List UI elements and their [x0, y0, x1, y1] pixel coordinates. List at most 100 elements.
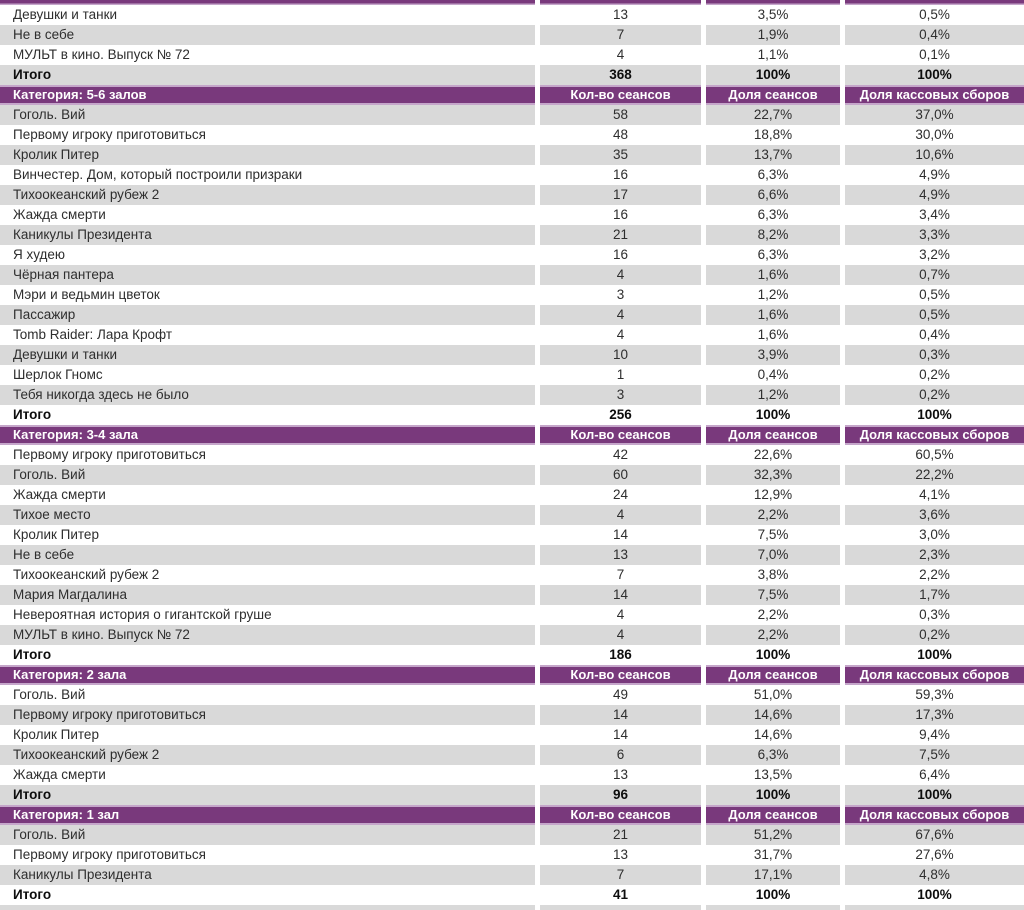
- sessions-share-cell: 13,5%: [701, 765, 840, 785]
- boxoffice-share-cell: 4,8%: [840, 865, 1024, 885]
- movie-title-cell: Чёрная пантера: [0, 265, 535, 285]
- sessions-share-cell: 100%: [701, 645, 840, 665]
- partial-row-cell-bottom: [0, 905, 535, 910]
- boxoffice-share-cell: 0,3%: [840, 605, 1024, 625]
- movie-title-cell: Первому игроку приготовиться: [0, 445, 535, 465]
- sessions-count-cell: 13: [535, 845, 701, 865]
- movie-title-cell: Не в себе: [0, 25, 535, 45]
- sessions-count-cell: 14: [535, 705, 701, 725]
- boxoffice-share-cell: 3,2%: [840, 245, 1024, 265]
- sessions-count-cell: 49: [535, 685, 701, 705]
- table-row: Тебя никогда здесь не было 3 1,2% 0,2%: [0, 385, 1024, 405]
- table-row: Гоголь. Вий 49 51,0% 59,3%: [0, 685, 1024, 705]
- boxoffice-share-cell: 10,6%: [840, 145, 1024, 165]
- total-label-cell: Итого: [0, 785, 535, 805]
- column-header-sessions-share: Доля сеансов: [701, 665, 840, 685]
- table-row: Тихое место 4 2,2% 3,6%: [0, 505, 1024, 525]
- movie-title-cell: Я худею: [0, 245, 535, 265]
- boxoffice-share-cell: 100%: [840, 885, 1024, 905]
- boxoffice-share-cell: 6,4%: [840, 765, 1024, 785]
- category-header-row: Категория: 1 зал Кол-во сеансов Доля сеанс…: [0, 805, 1024, 825]
- table-row: Гоголь. Вий 60 32,3% 22,2%: [0, 465, 1024, 485]
- sessions-count-cell: 186: [535, 645, 701, 665]
- total-row: Итого 368 100% 100%: [0, 65, 1024, 85]
- partial-row-top: [0, 0, 1024, 5]
- sessions-count-cell: 16: [535, 205, 701, 225]
- movie-title-cell: Кролик Питер: [0, 145, 535, 165]
- category-label: Категория: 2 зала: [0, 665, 535, 685]
- movie-title-cell: Невероятная история о гигантской груше: [0, 605, 535, 625]
- sessions-count-cell: 4: [535, 45, 701, 65]
- sessions-count-cell: 13: [535, 545, 701, 565]
- movie-title-cell: Тебя никогда здесь не было: [0, 385, 535, 405]
- sessions-count-cell: 368: [535, 65, 701, 85]
- column-header-sessions-count: Кол-во сеансов: [535, 665, 701, 685]
- sessions-share-cell: 7,5%: [701, 585, 840, 605]
- sessions-count-cell: 4: [535, 325, 701, 345]
- movie-title-cell: Тихоокеанский рубеж 2: [0, 745, 535, 765]
- sessions-count-cell: 6: [535, 745, 701, 765]
- boxoffice-share-cell: 2,2%: [840, 565, 1024, 585]
- table-row: Кролик Питер 14 7,5% 3,0%: [0, 525, 1024, 545]
- sessions-count-cell: 14: [535, 585, 701, 605]
- total-row: Итого 186 100% 100%: [0, 645, 1024, 665]
- sessions-share-cell: 3,8%: [701, 565, 840, 585]
- movie-title-cell: Тихое место: [0, 505, 535, 525]
- boxoffice-share-cell: 0,1%: [840, 45, 1024, 65]
- partial-row-cell-bottom: [535, 905, 701, 910]
- boxoffice-share-cell: 17,3%: [840, 705, 1024, 725]
- sessions-count-cell: 14: [535, 725, 701, 745]
- sessions-share-cell: 2,2%: [701, 625, 840, 645]
- boxoffice-share-cell: 100%: [840, 785, 1024, 805]
- sessions-share-cell: 22,7%: [701, 105, 840, 125]
- sessions-count-cell: 4: [535, 505, 701, 525]
- sessions-share-cell: 6,6%: [701, 185, 840, 205]
- movie-title-cell: Тихоокеанский рубеж 2: [0, 185, 535, 205]
- sessions-count-cell: 13: [535, 765, 701, 785]
- sessions-share-cell: 7,0%: [701, 545, 840, 565]
- boxoffice-share-cell: 0,7%: [840, 265, 1024, 285]
- movie-title-cell: Гоголь. Вий: [0, 685, 535, 705]
- boxoffice-share-cell: 4,1%: [840, 485, 1024, 505]
- partial-row-cell-bottom: [840, 905, 1024, 910]
- movie-title-cell: Первому игроку приготовиться: [0, 125, 535, 145]
- total-label-cell: Итого: [0, 645, 535, 665]
- sessions-count-cell: 256: [535, 405, 701, 425]
- table-row: Невероятная история о гигантской груше 4 2…: [0, 605, 1024, 625]
- boxoffice-share-cell: 3,4%: [840, 205, 1024, 225]
- sessions-count-cell: 4: [535, 265, 701, 285]
- movie-title-cell: Tomb Raider: Лара Крофт: [0, 325, 535, 345]
- sessions-share-cell: 100%: [701, 65, 840, 85]
- movie-title-cell: Жажда смерти: [0, 765, 535, 785]
- partial-row-cell-bottom: [701, 905, 840, 910]
- boxoffice-share-cell: 100%: [840, 405, 1024, 425]
- movie-title-cell: Гоголь. Вий: [0, 465, 535, 485]
- movie-title-cell: Первому игроку приготовиться: [0, 845, 535, 865]
- sessions-count-cell: 3: [535, 385, 701, 405]
- table-row: Девушки и танки 10 3,9% 0,3%: [0, 345, 1024, 365]
- sessions-share-cell: 51,2%: [701, 825, 840, 845]
- sessions-share-cell: 13,7%: [701, 145, 840, 165]
- boxoffice-share-cell: 0,4%: [840, 25, 1024, 45]
- table-row: МУЛЬТ в кино. Выпуск № 72 4 2,2% 0,2%: [0, 625, 1024, 645]
- sessions-count-cell: 4: [535, 305, 701, 325]
- sessions-share-cell: 6,3%: [701, 205, 840, 225]
- category-label: Категория: 3-4 зала: [0, 425, 535, 445]
- sessions-share-cell: 14,6%: [701, 725, 840, 745]
- table-row: Шерлок Гномс 1 0,4% 0,2%: [0, 365, 1024, 385]
- sessions-share-cell: 1,2%: [701, 285, 840, 305]
- column-header-boxoffice-share: Доля кассовых сборов: [840, 85, 1024, 105]
- sessions-share-cell: 51,0%: [701, 685, 840, 705]
- sessions-share-cell: 1,9%: [701, 25, 840, 45]
- movie-title-cell: Мэри и ведьмин цветок: [0, 285, 535, 305]
- sessions-share-cell: 2,2%: [701, 505, 840, 525]
- movie-title-cell: Пассажир: [0, 305, 535, 325]
- table-row: Мэри и ведьмин цветок 3 1,2% 0,5%: [0, 285, 1024, 305]
- sessions-count-cell: 7: [535, 25, 701, 45]
- movie-title-cell: Не в себе: [0, 545, 535, 565]
- boxoffice-share-cell: 7,5%: [840, 745, 1024, 765]
- sessions-count-cell: 24: [535, 485, 701, 505]
- boxoffice-share-cell: 27,6%: [840, 845, 1024, 865]
- movie-title-cell: Кролик Питер: [0, 525, 535, 545]
- movie-title-cell: Девушки и танки: [0, 5, 535, 25]
